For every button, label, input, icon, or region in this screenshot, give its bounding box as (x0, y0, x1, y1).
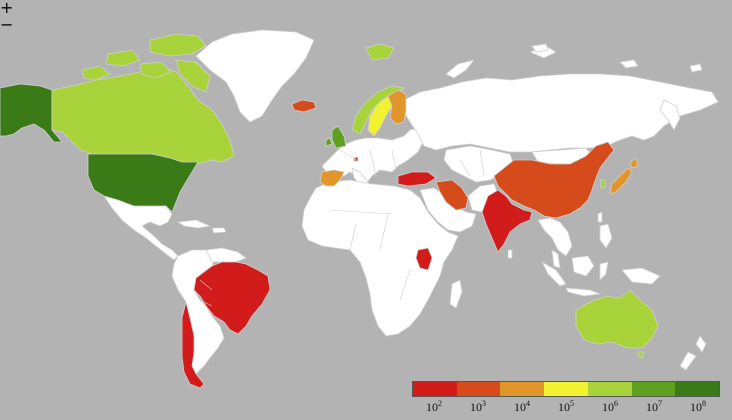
country-kenya[interactable] (415, 247, 433, 271)
legend-color-bar (412, 381, 720, 397)
madagascar[interactable] (449, 279, 463, 309)
russia[interactable] (403, 73, 719, 153)
legend-swatch (631, 382, 676, 396)
data-countries (0, 33, 659, 389)
legend-swatch (544, 382, 588, 396)
new-zealand-north[interactable] (695, 335, 707, 353)
color-legend: 102 103 104 105 106 107 108 (412, 381, 720, 417)
java[interactable] (565, 287, 601, 297)
country-china[interactable] (493, 141, 615, 219)
legend-swatch (500, 382, 545, 396)
legend-tick-label: 105 (558, 399, 574, 414)
country-chile[interactable] (181, 301, 205, 389)
country-finland[interactable] (387, 89, 407, 125)
hispaniola[interactable] (211, 227, 227, 234)
legend-swatch (413, 382, 457, 396)
legend-swatch (587, 382, 632, 396)
legend-tick-label: 102 (426, 399, 442, 414)
country-canada-baffin[interactable] (175, 59, 211, 93)
country-japan[interactable] (609, 167, 633, 195)
guianas-venezuela[interactable] (205, 247, 247, 263)
taiwan[interactable] (597, 211, 603, 223)
novaya-zemlya[interactable] (445, 59, 475, 79)
country-iceland[interactable] (291, 99, 317, 113)
southeast-asia[interactable] (537, 217, 573, 257)
country-tasmania[interactable] (637, 351, 645, 359)
legend-swatch (456, 382, 501, 396)
country-svalbard[interactable] (365, 43, 395, 61)
africa[interactable] (301, 179, 459, 337)
country-spain[interactable] (319, 169, 345, 187)
legend-swatch (675, 382, 720, 396)
zoom-in-button[interactable]: + (0, 0, 14, 17)
malay-peninsula[interactable] (551, 249, 561, 269)
new-guinea[interactable] (621, 267, 661, 285)
wrangel-island[interactable] (689, 63, 703, 73)
country-united-kingdom[interactable] (331, 125, 347, 149)
country-ireland-area[interactable] (325, 137, 333, 147)
country-india[interactable] (481, 189, 533, 253)
cuba[interactable] (177, 219, 211, 229)
legend-tick-labels: 102 103 104 105 106 107 108 (412, 397, 720, 417)
new-zealand-south[interactable] (679, 351, 697, 371)
country-turkey[interactable] (397, 171, 437, 187)
country-south-korea[interactable] (599, 179, 606, 189)
country-australia[interactable] (575, 289, 659, 349)
country-europe-small[interactable] (353, 156, 359, 162)
europe-other[interactable] (321, 127, 425, 185)
legend-tick-label: 107 (646, 399, 662, 414)
country-united-states[interactable] (87, 153, 199, 213)
sumatra[interactable] (541, 261, 567, 287)
legend-tick-label: 106 (602, 399, 618, 414)
arctic-island-1[interactable] (531, 43, 549, 53)
legend-tick-label: 103 (470, 399, 486, 414)
philippines[interactable] (599, 223, 613, 249)
legend-tick-label: 104 (514, 399, 530, 414)
country-canada-arctic-4[interactable] (139, 61, 171, 79)
country-canada-arctic-3[interactable] (81, 65, 111, 81)
zoom-out-button[interactable]: − (0, 15, 14, 34)
country-borders (199, 149, 485, 307)
new-siberian-islands[interactable] (619, 59, 639, 69)
kamchatka[interactable] (659, 99, 681, 131)
country-brazil[interactable] (193, 261, 271, 335)
country-canada-arctic-2[interactable] (105, 49, 141, 67)
sri-lanka[interactable] (507, 249, 513, 259)
greenland[interactable] (195, 29, 315, 123)
no-data-land (103, 29, 719, 375)
country-iran[interactable] (435, 179, 469, 211)
country-japan-hokkaido[interactable] (629, 157, 639, 169)
legend-tick-label: 108 (690, 399, 706, 414)
country-alaska[interactable] (0, 83, 63, 143)
borneo[interactable] (571, 255, 595, 277)
country-canada-arctic-1[interactable] (149, 33, 207, 57)
sulawesi[interactable] (599, 261, 609, 281)
